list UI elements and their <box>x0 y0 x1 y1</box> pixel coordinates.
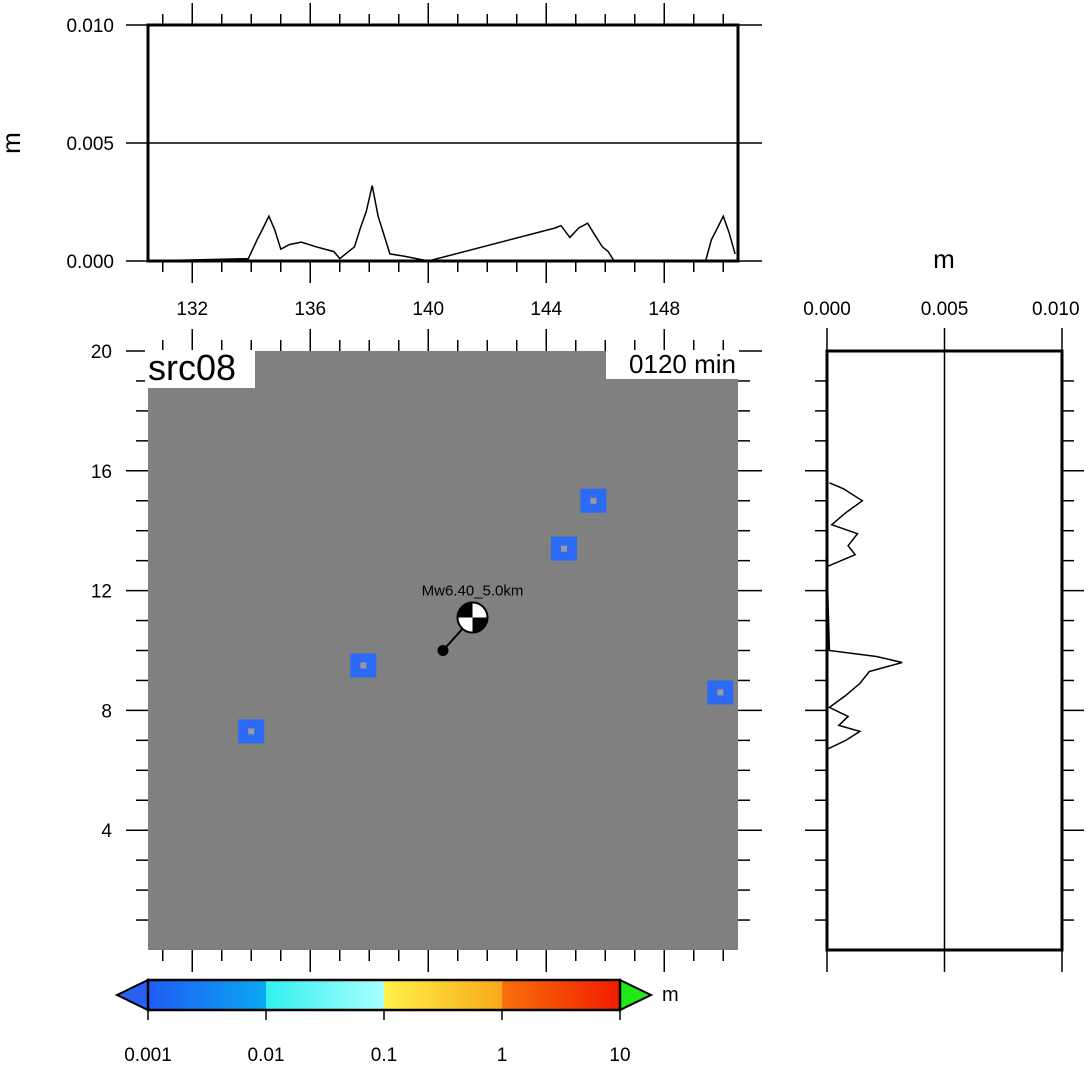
top-x-tick-label: 148 <box>648 299 680 320</box>
colorbar: 0.001 0.01 0.1 1 10 m <box>114 978 679 1066</box>
top-x-tick-labels: 132 136 140 144 148 <box>162 3 724 320</box>
colorbar-tick-label: 1 <box>497 1045 508 1066</box>
map-y-tick-label: 8 <box>101 701 112 722</box>
map-title: src08 <box>148 347 236 388</box>
top-y-tick-labels: 0.000 0.005 0.010 <box>66 16 762 273</box>
wave-patch-core <box>360 662 367 669</box>
side-profile-line <box>826 482 903 750</box>
top-frame <box>146 23 740 263</box>
top-x-tick-label: 140 <box>412 299 444 320</box>
wave-patch-core <box>560 545 567 552</box>
side-x-unit-label: m <box>933 244 955 274</box>
top-x-tick-label: 132 <box>176 299 208 320</box>
top-y-unit-label: m <box>0 132 26 154</box>
colorbar-segments <box>148 980 621 1010</box>
colorbar-segment <box>266 980 385 1010</box>
epicenter-marker <box>437 645 449 656</box>
side-x-tick-label: 0.000 <box>803 299 851 320</box>
colorbar-segment <box>384 980 503 1010</box>
top-x-tick-label: 136 <box>294 299 326 320</box>
top-y-tick-label: 0.010 <box>66 16 114 37</box>
colorbar-tick-label: 0.1 <box>371 1045 397 1066</box>
map-y-tick-labels: 4 8 12 16 20 <box>91 342 113 842</box>
colorbar-unit: m <box>662 984 679 1006</box>
side-x-tick-labels: 0.000 0.005 0.010 <box>803 299 1084 972</box>
wave-patch-core <box>590 497 597 504</box>
side-frame <box>825 349 1064 952</box>
map-y-tick-label: 4 <box>101 821 112 842</box>
top-profile-line <box>147 185 736 262</box>
colorbar-segment <box>502 980 621 1010</box>
side-x-tick-label: 0.005 <box>921 299 969 320</box>
colorbar-tick-labels: 0.001 0.01 0.1 1 10 <box>124 1010 631 1066</box>
map-y-tick-label: 12 <box>91 582 112 603</box>
time-label: 0120 min <box>629 349 736 379</box>
title-box <box>145 350 255 388</box>
map-y-tick-label: 20 <box>91 342 112 363</box>
side-profile-panel: m 0.000 0.005 0.010 <box>803 244 1084 972</box>
main-map-panel: 4 8 12 16 20 Mw6.40_5.0km src08 0120 min <box>91 329 762 972</box>
colorbar-under-triangle <box>114 978 149 1012</box>
map-y-tick-label: 16 <box>91 462 112 483</box>
top-y-tick-label: 0.000 <box>66 252 114 273</box>
map-ticks <box>126 329 762 972</box>
top-y-tick-label: 0.005 <box>66 134 114 155</box>
colorbar-over-triangle <box>619 978 654 1012</box>
colorbar-segment <box>148 980 267 1010</box>
wave-patch-core <box>717 689 724 696</box>
colorbar-tick-label: 0.01 <box>248 1045 285 1066</box>
colorbar-tick-label: 10 <box>609 1045 630 1066</box>
wave-patch-core <box>248 728 255 735</box>
top-profile-panel: m 0.000 0.005 0.010 132 136 140 144 148 <box>0 3 762 320</box>
colorbar-tick-label: 0.001 <box>124 1045 172 1066</box>
map-patches <box>238 488 734 744</box>
focal-mechanism-icon <box>456 601 489 634</box>
top-x-tick-label: 144 <box>530 299 562 320</box>
source-label: Mw6.40_5.0km <box>422 583 524 600</box>
time-box <box>606 350 739 379</box>
side-x-tick-label: 0.010 <box>1032 299 1080 320</box>
